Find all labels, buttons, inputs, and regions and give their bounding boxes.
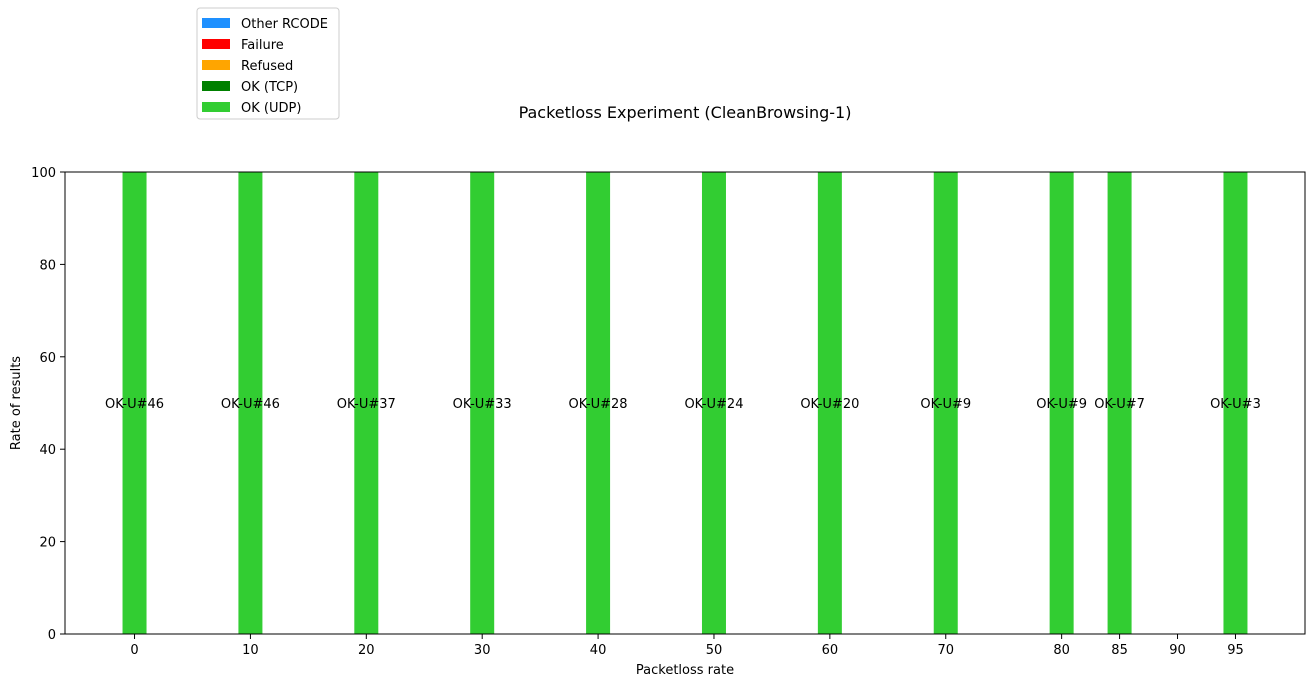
bar-80: [1049, 172, 1074, 634]
chart-title: Packetloss Experiment (CleanBrowsing-1): [519, 103, 852, 122]
bar-label: OK-U#37: [337, 397, 396, 412]
y-tick-label: 80: [39, 258, 56, 273]
x-tick-label: 85: [1111, 643, 1128, 658]
x-tick-label: 50: [706, 643, 723, 658]
bar-label: OK-U#9: [920, 397, 971, 412]
legend-swatch: [202, 18, 230, 28]
bar-label: OK-U#46: [105, 397, 164, 412]
legend-box: [196, 7, 340, 120]
y-tick-label: 0: [48, 628, 56, 643]
legend-label: Refused: [241, 59, 293, 74]
bar-label: OK-U#24: [684, 397, 743, 412]
bars-layer: [122, 172, 1248, 634]
y-tick-label: 100: [31, 166, 56, 181]
y-axis-ticks: 0 20 40 60 80 100: [31, 166, 65, 643]
x-tick-label: 0: [130, 643, 138, 658]
bar-40: [586, 172, 611, 634]
x-tick-label: 80: [1053, 643, 1070, 658]
bar-0: [122, 172, 147, 634]
bar-label: OK-U#46: [221, 397, 280, 412]
x-tick-label: 30: [474, 643, 491, 658]
bar-label: OK-U#3: [1210, 397, 1261, 412]
bar-30: [470, 172, 495, 634]
bar-95: [1223, 172, 1248, 634]
bar-label: OK-U#28: [569, 397, 628, 412]
bar-label: OK-U#20: [800, 397, 859, 412]
bar-label: OK-U#9: [1036, 397, 1087, 412]
x-tick-label: 90: [1169, 643, 1186, 658]
x-tick-label: 70: [937, 643, 954, 658]
x-tick-label: 40: [590, 643, 607, 658]
x-axis-label: Packetloss rate: [636, 663, 734, 678]
bar-50: [701, 172, 726, 634]
y-tick-label: 60: [39, 351, 56, 366]
legend-label: Failure: [241, 38, 284, 53]
bar-70: [933, 172, 958, 634]
legend: Other RCODE Failure Refused OK (TCP) OK (UDP…: [196, 7, 340, 120]
legend-label: Other RCODE: [241, 17, 328, 32]
bar-10: [238, 172, 263, 634]
y-axis-label: Rate of results: [9, 356, 24, 450]
legend-swatch: [202, 102, 230, 112]
legend-swatch: [202, 60, 230, 70]
bar-20: [354, 172, 379, 634]
plot-frame: [64, 171, 1306, 635]
bar-60: [817, 172, 842, 634]
bar-85: [1107, 172, 1132, 634]
bar-label: OK-U#7: [1094, 397, 1145, 412]
x-tick-label: 95: [1227, 643, 1244, 658]
bar-label: OK-U#33: [453, 397, 512, 412]
x-tick-label: 20: [358, 643, 375, 658]
x-axis-ticks: 0 10 20 30 40 50 60 70 80 85 90 95: [130, 634, 1244, 658]
legend-swatch: [202, 81, 230, 91]
legend-label: OK (TCP): [241, 80, 298, 95]
legend-swatch: [202, 39, 230, 49]
legend-label: OK (UDP): [241, 101, 301, 116]
x-tick-label: 60: [822, 643, 839, 658]
y-tick-label: 20: [39, 536, 56, 551]
y-tick-label: 40: [39, 443, 56, 458]
bar-labels-layer: OK-U#46 OK-U#46 OK-U#37 OK-U#33 OK-U#28 OK-U#…: [105, 397, 1261, 412]
x-tick-label: 10: [242, 643, 259, 658]
